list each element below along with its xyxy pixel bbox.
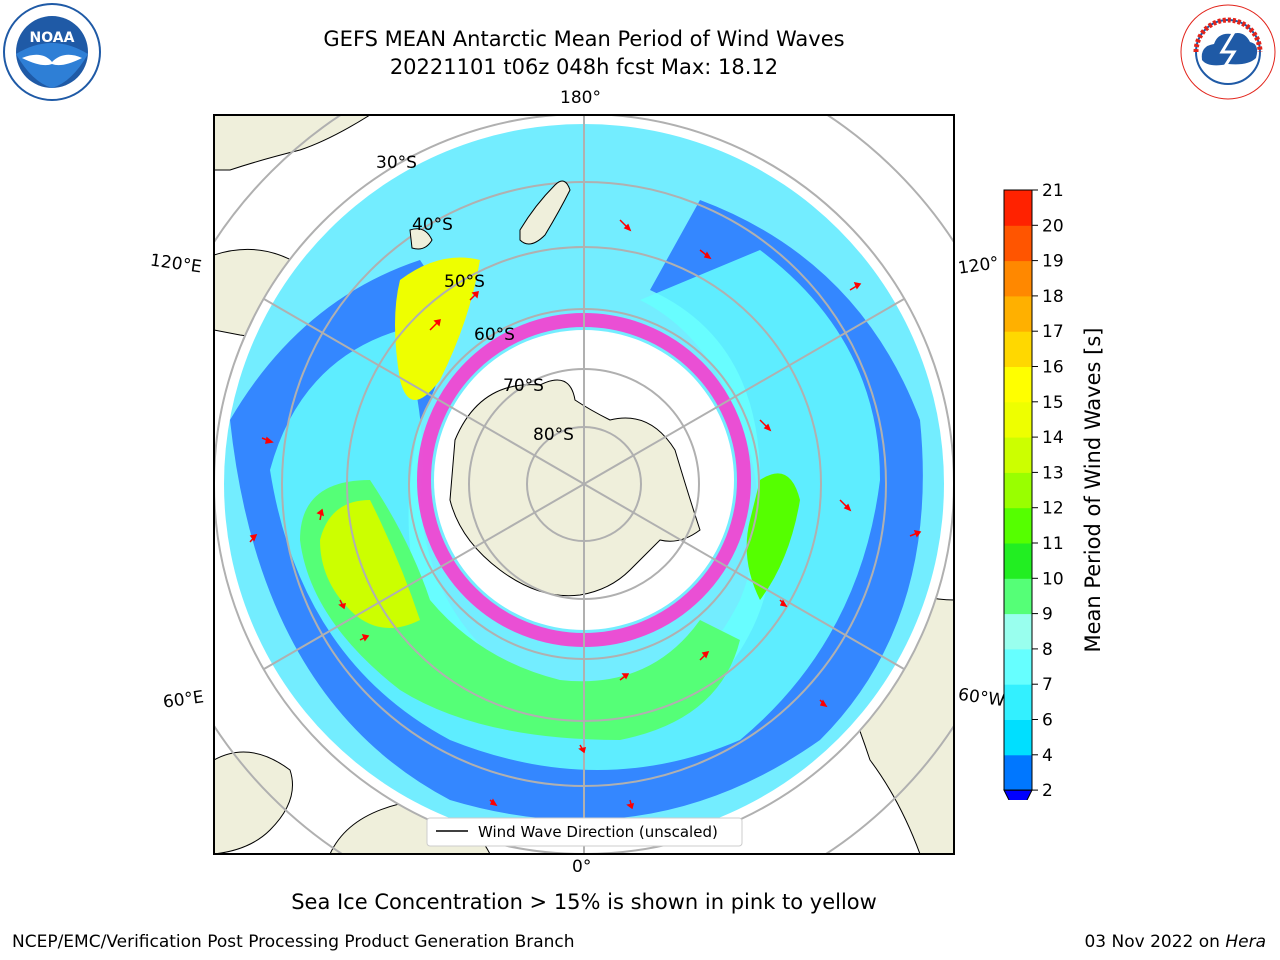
land-new-zealand: [519, 180, 571, 245]
colorbar-tick-label: 10: [1042, 569, 1064, 589]
land-antarctica: [449, 379, 701, 597]
map-legend: Wind Wave Direction (unscaled): [426, 817, 743, 847]
colorbar-tick-label: 12: [1042, 499, 1064, 519]
wave-band-yellow-west: [320, 500, 420, 628]
lon-label-bottom: 0°: [572, 857, 592, 877]
lat-label-70: 70°S: [503, 376, 544, 396]
colorbar-label: Mean Period of Wind Waves [s]: [1081, 328, 1105, 653]
land-tasmania: [409, 228, 433, 250]
colorbar-tick-label: 11: [1042, 534, 1064, 554]
colorbar-segment: [1004, 366, 1032, 403]
colorbar-segment: [1004, 613, 1032, 650]
colorbar-segment: [1004, 754, 1032, 791]
nws-logo: [1178, 2, 1278, 102]
chart-subtitle: 20221101 t06z 048h fcst Max: 18.12: [389, 55, 779, 79]
colorbar-tick-label: 20: [1042, 216, 1064, 236]
colorbar-tick-label: 21: [1042, 181, 1064, 201]
colorbar-segment: [1004, 719, 1032, 756]
colorbar-segment: [1004, 648, 1032, 685]
colorbar-segment: [1004, 331, 1032, 367]
wave-band-yellow-nz: [395, 257, 480, 400]
colorbar-segment: [1004, 190, 1032, 226]
noaa-logo-text: NOAA: [30, 30, 75, 46]
colorbar-tick-label: 19: [1042, 252, 1064, 272]
colorbar-tick-label: 9: [1042, 605, 1053, 625]
lat-label-30: 30°S: [376, 153, 417, 173]
caption: Sea Ice Concentration > 15% is shown in …: [291, 890, 877, 914]
wave-band-green: [300, 480, 740, 740]
colorbar-segment: [1004, 684, 1032, 720]
colorbar-tick-label: 7: [1042, 675, 1053, 695]
colorbar-segment: [1004, 578, 1032, 615]
wind-vectors: [249, 219, 922, 810]
land-australia: [214, 115, 371, 171]
colorbar-segment: [1004, 507, 1032, 544]
colorbar-tick-label: 6: [1042, 711, 1053, 731]
lon-label-top: 180°: [560, 88, 601, 108]
footer-left: NCEP/EMC/Verification Post Processing Pr…: [12, 932, 575, 952]
colorbar-tick-label: 17: [1042, 322, 1064, 342]
lat-label-60: 60°S: [474, 325, 515, 345]
colorbar-segment: [1004, 295, 1032, 332]
colorbar-tick-label: 2: [1042, 781, 1053, 800]
colorbar-extend-triangle: [1003, 789, 1033, 800]
latitude-labels: 30°S 40°S 50°S 60°S 70°S 80°S: [376, 153, 574, 445]
colorbar-segment: [1004, 472, 1032, 509]
colorbar-tick-label: 16: [1042, 358, 1064, 378]
colorbar-segment: [1004, 225, 1032, 262]
lat-label-50: 50°S: [444, 272, 485, 292]
colorbar-tick-label: 13: [1042, 463, 1064, 483]
colorbar: 2 4 6 7 8 9 10 11 12 13 14 15 16 17 18 19 20 21 Mean Perio…: [1003, 181, 1105, 800]
map-frame: [213, 114, 955, 855]
footer-right: 03 Nov 2022 on Hera: [1084, 932, 1266, 952]
lat-label-40: 40°S: [412, 215, 453, 235]
colorbar-segment: [1004, 260, 1032, 297]
colorbar-segment: [1004, 401, 1032, 438]
graticule: [214, 115, 954, 854]
colorbar-tick-label: 8: [1042, 640, 1053, 660]
land-africa: [214, 751, 293, 854]
colorbar-segment: [1004, 543, 1032, 579]
noaa-logo: NOAA: [2, 2, 102, 102]
colorbar-tick-label: 15: [1042, 393, 1064, 413]
footer-machine: Hera: [1225, 932, 1266, 952]
colorbar-segment: [1004, 437, 1032, 473]
legend-label: Wind Wave Direction (unscaled): [478, 823, 718, 841]
lat-label-80: 80°S: [533, 425, 574, 445]
colorbar-frame: [1003, 189, 1033, 791]
wave-band-green-east: [746, 473, 800, 600]
chart-title: GEFS MEAN Antarctic Mean Period of Wind …: [323, 27, 845, 51]
footer-date: 03 Nov 2022 on: [1084, 932, 1226, 952]
colorbar-tick-label: 4: [1042, 746, 1053, 766]
colorbar-tick-label: 18: [1042, 287, 1064, 307]
colorbar-tick-label: 14: [1042, 428, 1064, 448]
